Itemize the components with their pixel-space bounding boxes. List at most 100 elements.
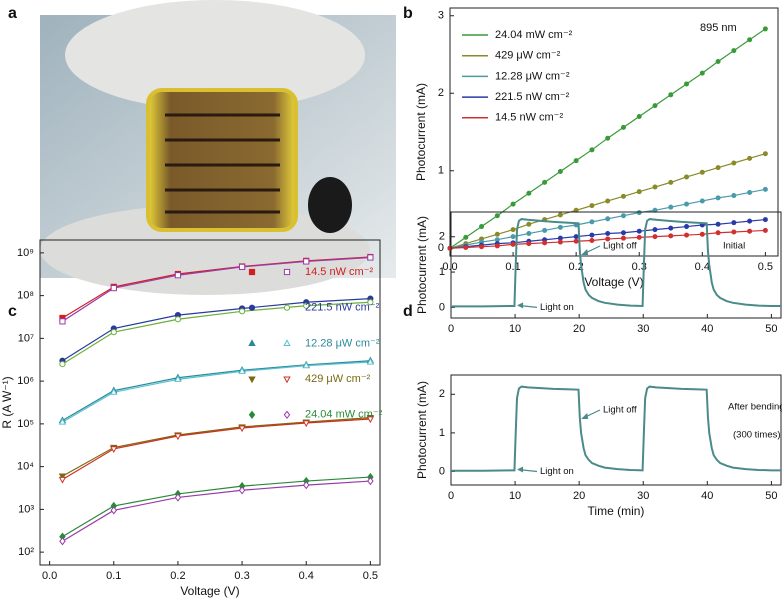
x-tick-label: 0.5	[758, 261, 773, 273]
fit-line	[62, 418, 371, 481]
marker	[174, 433, 182, 441]
photo	[40, 0, 396, 295]
arrowhead	[517, 466, 524, 473]
marker	[248, 339, 256, 346]
annotation: After bending	[728, 402, 782, 413]
y-tick-label: 3	[438, 10, 444, 22]
legend-label: 12.28 μW cm⁻²	[305, 337, 380, 349]
marker	[463, 234, 469, 240]
marker	[494, 213, 500, 219]
marker	[620, 124, 626, 130]
marker	[731, 193, 737, 199]
marker	[699, 198, 705, 204]
marker	[494, 231, 500, 237]
marker	[510, 241, 516, 247]
y-tick-label: 10⁹	[17, 247, 34, 259]
plot-frame	[450, 374, 782, 486]
x-tick-label: 0.5	[363, 570, 378, 582]
y-axis-label: R (A W⁻¹)	[0, 376, 14, 428]
marker	[699, 169, 705, 175]
y-tick-label: 10²	[18, 546, 34, 558]
marker	[557, 239, 563, 245]
marker	[636, 210, 642, 216]
marker	[174, 375, 182, 382]
marker	[59, 537, 66, 546]
y-tick-label: 10⁵	[17, 418, 34, 430]
fit-line	[62, 301, 371, 365]
marker	[58, 417, 67, 425]
marker	[367, 254, 374, 261]
fit-line	[62, 361, 371, 423]
legend-label: 221.5 nW cm⁻²	[305, 302, 380, 314]
marker	[238, 308, 246, 315]
marker	[573, 158, 579, 164]
marker	[636, 234, 642, 240]
panel-label: d	[403, 303, 413, 320]
marker	[573, 234, 579, 240]
marker	[652, 227, 658, 233]
marker	[283, 376, 291, 384]
marker	[526, 190, 532, 196]
marker	[699, 231, 705, 237]
y-axis-label: Photocurrent (mA)	[415, 216, 429, 314]
x-tick-label: 0.4	[299, 570, 314, 582]
marker	[542, 179, 548, 185]
y-tick-label: 1	[438, 165, 444, 177]
y-tick-label: 1	[439, 427, 445, 439]
y-tick-label: 0	[439, 301, 445, 313]
x-tick-label: 30	[637, 490, 649, 502]
y-axis-label: Photocurrent (mA)	[415, 381, 429, 479]
marker	[174, 272, 182, 279]
marker	[366, 357, 375, 365]
x-tick-label: 0.1	[505, 261, 520, 273]
marker	[605, 216, 611, 222]
marker	[59, 318, 66, 325]
series-line	[451, 385, 781, 472]
x-tick-label: 0.1	[106, 570, 121, 582]
marker	[303, 302, 310, 309]
marker	[367, 299, 374, 306]
annotation: (300 times)	[733, 430, 781, 441]
marker	[589, 232, 595, 238]
x-tick-label: 40	[701, 490, 713, 502]
y-tick-label: 2	[439, 231, 445, 243]
marker	[303, 258, 310, 265]
fit-line	[62, 360, 371, 422]
marker	[59, 361, 66, 368]
marker	[747, 189, 753, 195]
marker	[684, 174, 690, 180]
marker	[668, 233, 674, 239]
marker	[494, 243, 500, 249]
x-tick-label: 10	[509, 323, 521, 335]
marker	[747, 218, 753, 224]
legend-label: 429 μW cm⁻²	[305, 373, 371, 385]
marker	[526, 241, 532, 247]
marker	[762, 227, 768, 233]
fit-line	[62, 480, 371, 542]
marker	[731, 48, 737, 54]
marker	[110, 284, 117, 292]
marker	[238, 486, 246, 495]
marker	[58, 473, 67, 481]
x-axis-label: Time (min)	[588, 504, 645, 518]
marker	[248, 376, 256, 384]
arrowhead	[581, 249, 589, 255]
x-tick-label: 50	[765, 490, 777, 502]
legend-label: 24.04 mW cm⁻²	[495, 29, 573, 41]
marker	[110, 446, 118, 454]
legend-label: 12.28 μW cm⁻²	[495, 70, 570, 82]
legend-label: 14.5 nW cm⁻²	[305, 266, 373, 278]
marker	[248, 304, 256, 311]
annotation: 895 nm	[700, 22, 737, 34]
y-tick-label: 1	[439, 266, 445, 278]
marker	[699, 70, 705, 76]
marker	[248, 268, 256, 276]
y-tick-label: 10⁴	[17, 461, 34, 473]
marker	[636, 114, 642, 119]
fit-line	[62, 298, 371, 362]
marker	[110, 388, 118, 395]
marker	[605, 231, 611, 237]
marker	[684, 232, 690, 238]
series-line	[451, 218, 781, 308]
marker	[302, 361, 310, 369]
